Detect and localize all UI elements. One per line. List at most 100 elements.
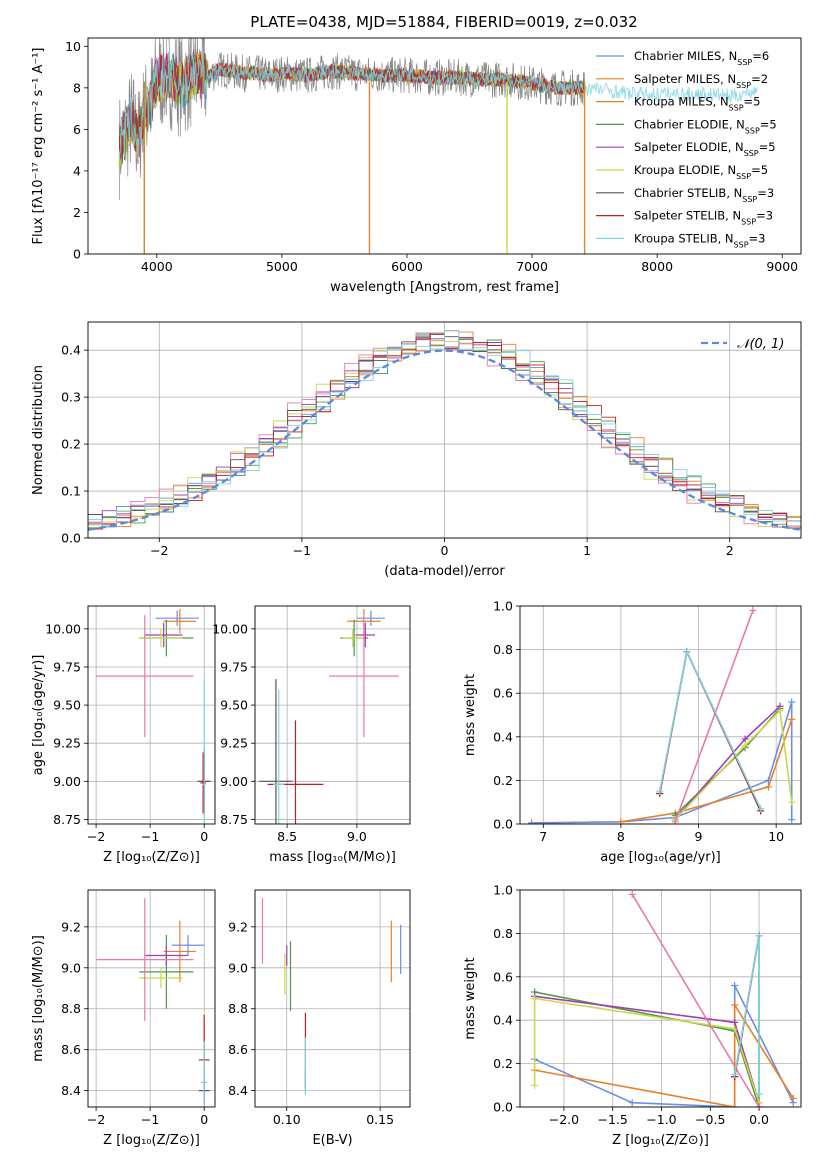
weight-series-line [534, 985, 794, 1107]
y-tick-label: 0.8 [493, 926, 513, 941]
y-tick-label: 9.25 [53, 736, 81, 751]
y-tick-label: 9.2 [61, 919, 81, 934]
x-tick-label: −0.5 [695, 1112, 725, 1127]
legend-subscript: SSP [734, 240, 749, 249]
weight-series-line [674, 707, 781, 816]
y-tick-label: 8.6 [228, 1042, 248, 1057]
x-tick-label: 0 [200, 829, 208, 844]
weight-marker [776, 707, 784, 715]
mass-vs-ebv-panel: 0.10 0.15 8.4 8.6 8.8 9.0 9.2 E(B-V) [228, 889, 411, 1148]
weight-marker [741, 742, 749, 750]
model-spectrum-line [118, 51, 758, 161]
legend-subscript: SSP [729, 103, 744, 112]
x-tick-label: 0 [441, 543, 449, 558]
x-tick-label: −1 [141, 1112, 159, 1127]
y-tick-label: 10.00 [45, 621, 81, 636]
x-tick-label: 0.0 [749, 1112, 769, 1127]
y-axis-label: mass weight [463, 957, 478, 1039]
x-tick-label: 1 [583, 543, 591, 558]
weight-marker [788, 698, 796, 706]
legend-suffix: =5 [744, 95, 761, 109]
x-tick-label: 8.5 [277, 829, 297, 844]
y-tick-label: 8.6 [61, 1042, 81, 1057]
observed-spectrum-line [118, 38, 585, 201]
x-tick-label: 6000 [391, 259, 423, 274]
y-tick-label: 0.2 [493, 773, 513, 788]
weight-marker [671, 818, 679, 824]
y-tick-label: 0.8 [493, 642, 513, 657]
x-axis-label: Z [log₁₀(Z/Z⊙)] [103, 1133, 200, 1148]
age-vs-mass-panel: 8.5 9.0 8.75 9.00 9.25 9.50 9.75 10.00 mass [log… [212, 605, 411, 865]
weight-vs-age-panel: 7 8 9 10 0.0 0.2 0.4 0.6 0.8 1.0 age [log₁₀(age/yr… [463, 599, 802, 865]
legend-label: Chabrier STELIB, NSSP=3 [634, 186, 774, 204]
x-axis-label: E(B-V) [312, 1133, 352, 1148]
y-tick-label: 9.2 [228, 919, 248, 934]
y-tick-label: 9.00 [220, 774, 248, 789]
y-tick-label: 0.4 [493, 729, 513, 744]
legend-subscript: SSP [736, 80, 751, 89]
age-vs-metallicity-panel: −2 −1 0 8.75 9.00 9.25 9.50 9.75 10.00 Z [log₁₀(Z… [31, 605, 216, 865]
x-tick-label: −1 [141, 829, 159, 844]
y-tick-label: 8.8 [61, 1001, 81, 1016]
weight-marker [755, 932, 763, 940]
weight-marker [764, 783, 772, 791]
error-bar-points [96, 609, 211, 824]
y-tick-label: 6 [73, 122, 81, 137]
y-tick-label: 0.2 [493, 1056, 513, 1071]
x-tick-label: 2 [726, 543, 734, 558]
weight-marker [656, 787, 664, 795]
x-tick-label: 9000 [766, 259, 798, 274]
legend-suffix: =2 [751, 72, 768, 86]
x-axis-label: wavelength [Angstrom, rest frame] [330, 280, 559, 295]
y-tick-label: 1.0 [493, 599, 513, 614]
legend-label: Kroupa ELODIE, NSSP=5 [634, 163, 768, 181]
legend-suffix: =5 [760, 117, 777, 131]
weight-marker [531, 995, 539, 1002]
y-tick-label: 0 [73, 247, 81, 262]
y-axis-label: age [log₁₀(age/yr)] [31, 655, 46, 776]
weight-marker [731, 1001, 739, 1009]
x-tick-label: 0 [200, 1112, 208, 1127]
y-tick-label: 0.2 [61, 437, 81, 452]
weight-series-line [658, 649, 762, 812]
x-tick-label: −1 [293, 543, 311, 558]
legend-subscript: SSP [737, 58, 752, 67]
weight-marker [789, 1094, 797, 1102]
x-axis-label: (data-model)/error [384, 564, 505, 579]
error-bar-points [96, 898, 210, 1107]
axes-frame [519, 889, 802, 1108]
legend-label: 𝒩(0, 1) [737, 337, 784, 352]
y-tick-label: 8.4 [61, 1083, 81, 1098]
weight-marker [531, 1081, 539, 1089]
x-axis-label: Z [log₁₀(Z/Z⊙)] [612, 1133, 709, 1148]
legend-suffix: =6 [752, 49, 769, 63]
x-tick-label: −2 [87, 1112, 105, 1127]
error-bar-points [261, 898, 402, 1095]
weight-marker [757, 805, 765, 813]
x-tick-label: −2.0 [549, 1112, 579, 1127]
axes-frame [254, 605, 411, 825]
weight-series-line [674, 610, 754, 823]
error-bar-points [259, 609, 399, 824]
y-tick-label: 9.50 [220, 698, 248, 713]
weight-marker [788, 816, 796, 824]
legend-subscript: SSP [736, 172, 751, 181]
weight-marker [683, 648, 691, 656]
weight-marker [741, 735, 749, 743]
y-tick-label: 10.00 [212, 621, 248, 636]
weight-marker [731, 1018, 739, 1026]
x-tick-label: −1.0 [646, 1112, 676, 1127]
weight-marker [755, 1090, 763, 1098]
y-tick-label: 8 [73, 80, 81, 95]
y-tick-label: 0.4 [493, 1013, 513, 1028]
weight-marker [749, 606, 757, 614]
histogram-lines [88, 330, 801, 534]
weight-series-line [620, 719, 793, 823]
x-tick-label: 5000 [266, 259, 298, 274]
y-tick-label: 9.0 [228, 960, 248, 975]
weight-marker [528, 819, 536, 824]
x-tick-label: 10 [768, 829, 784, 844]
x-tick-label: 9.0 [347, 829, 367, 844]
weight-marker [628, 1099, 636, 1107]
